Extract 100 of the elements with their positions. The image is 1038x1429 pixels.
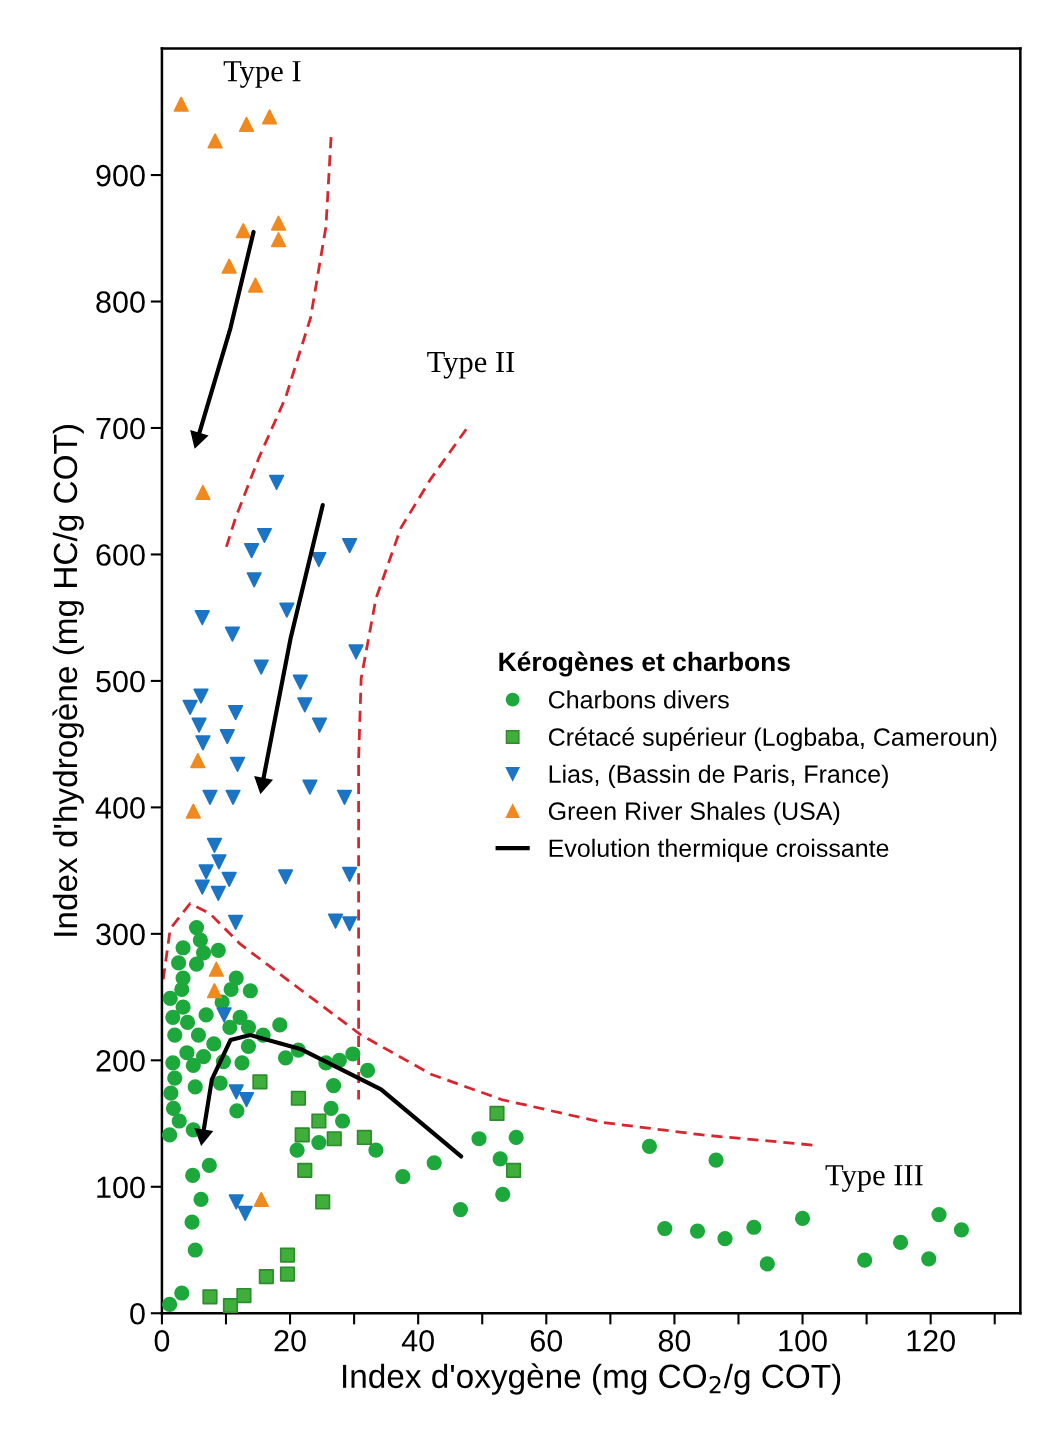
point xyxy=(228,1194,244,1210)
point xyxy=(342,537,358,554)
point xyxy=(238,116,255,133)
point xyxy=(342,916,358,932)
x-tick-label: 80 xyxy=(658,1330,691,1352)
point xyxy=(222,1298,239,1314)
point xyxy=(195,484,211,501)
point xyxy=(219,728,235,745)
point xyxy=(237,1205,253,1221)
legend-label: Lias, (Bassin de Paris, France) xyxy=(549,764,888,788)
point xyxy=(336,789,353,805)
point xyxy=(211,854,227,870)
point xyxy=(182,699,198,716)
legend-title: Kérogènes et charbons xyxy=(499,651,790,677)
annotation: Type II xyxy=(427,352,515,379)
point xyxy=(252,1074,268,1090)
point xyxy=(311,717,328,733)
point xyxy=(247,277,264,293)
point xyxy=(311,551,327,568)
x-tick-label: 60 xyxy=(530,1330,563,1352)
legend-label: Green River Shales (USA) xyxy=(548,801,840,825)
y-tick-label: 500 xyxy=(96,670,145,693)
legend-label: Charbons divers xyxy=(548,690,729,709)
point xyxy=(270,215,287,231)
point xyxy=(277,869,294,885)
point xyxy=(506,1162,522,1178)
point xyxy=(279,1266,296,1282)
point xyxy=(229,756,246,772)
point xyxy=(235,223,251,239)
point xyxy=(206,983,223,999)
point xyxy=(227,704,244,721)
point xyxy=(489,1105,505,1122)
x-tick-label: 20 xyxy=(274,1330,306,1352)
point xyxy=(261,109,278,125)
x-tick-label: 0 xyxy=(154,1330,170,1352)
point xyxy=(297,697,313,713)
point xyxy=(356,1129,372,1146)
point xyxy=(206,837,223,853)
y-tick-label: 100 xyxy=(97,1176,145,1199)
y-tick-label: 900 xyxy=(96,164,145,187)
point xyxy=(315,1194,331,1210)
x-axis-title: Index d'oxygène (mg CO$_{2}$/g COT) xyxy=(343,1363,841,1395)
point xyxy=(279,1247,296,1263)
point xyxy=(190,752,206,769)
point xyxy=(191,717,207,733)
y-tick-label: 300 xyxy=(96,923,145,946)
y-tick-label: 700 xyxy=(96,417,145,440)
point xyxy=(279,602,295,618)
point xyxy=(221,258,237,274)
point xyxy=(216,1007,232,1023)
point xyxy=(221,871,237,888)
point xyxy=(297,1162,313,1178)
point xyxy=(311,1113,327,1129)
point xyxy=(327,913,344,929)
point xyxy=(228,1084,244,1100)
x-tick-label: 40 xyxy=(401,1330,434,1352)
point xyxy=(185,803,201,819)
annotation: Type III xyxy=(825,1165,923,1192)
point xyxy=(342,866,358,883)
point xyxy=(198,864,214,880)
point xyxy=(194,879,210,895)
y-tick-label: 400 xyxy=(95,797,145,819)
point xyxy=(326,1131,342,1147)
y-tick-label: 0 xyxy=(130,1302,145,1325)
point xyxy=(236,1287,252,1304)
point xyxy=(202,1289,218,1305)
point xyxy=(210,885,226,901)
point xyxy=(208,961,224,977)
point xyxy=(268,474,285,490)
point xyxy=(193,688,209,704)
x-tick-label: 120 xyxy=(907,1330,955,1352)
point xyxy=(302,779,318,795)
y-axis-title: Index d'hydrogène (mg HC/g COT) xyxy=(52,425,84,936)
point xyxy=(253,659,269,675)
point xyxy=(290,1090,306,1106)
point xyxy=(207,133,223,149)
point xyxy=(194,610,210,626)
point xyxy=(202,789,218,805)
x-tick-label: 100 xyxy=(779,1330,827,1352)
point xyxy=(348,644,364,660)
legend-label: Evolution thermique croissante xyxy=(549,838,889,863)
point xyxy=(246,572,262,588)
point xyxy=(254,776,273,794)
point xyxy=(238,1091,255,1108)
point xyxy=(258,1268,274,1285)
point xyxy=(224,626,240,642)
point xyxy=(256,527,273,544)
annotation: Type I xyxy=(223,61,301,88)
point xyxy=(292,674,308,690)
point xyxy=(190,430,208,449)
line-series xyxy=(224,135,333,550)
point xyxy=(173,96,189,112)
y-tick-label: 200 xyxy=(96,1050,145,1072)
legend-label: Crétacé supérieur (Logbaba, Cameroun) xyxy=(548,727,997,751)
point xyxy=(195,735,211,751)
point xyxy=(270,231,287,248)
y-tick-label: 600 xyxy=(96,544,145,566)
point xyxy=(244,543,260,559)
point xyxy=(294,1127,310,1143)
point xyxy=(227,914,244,931)
